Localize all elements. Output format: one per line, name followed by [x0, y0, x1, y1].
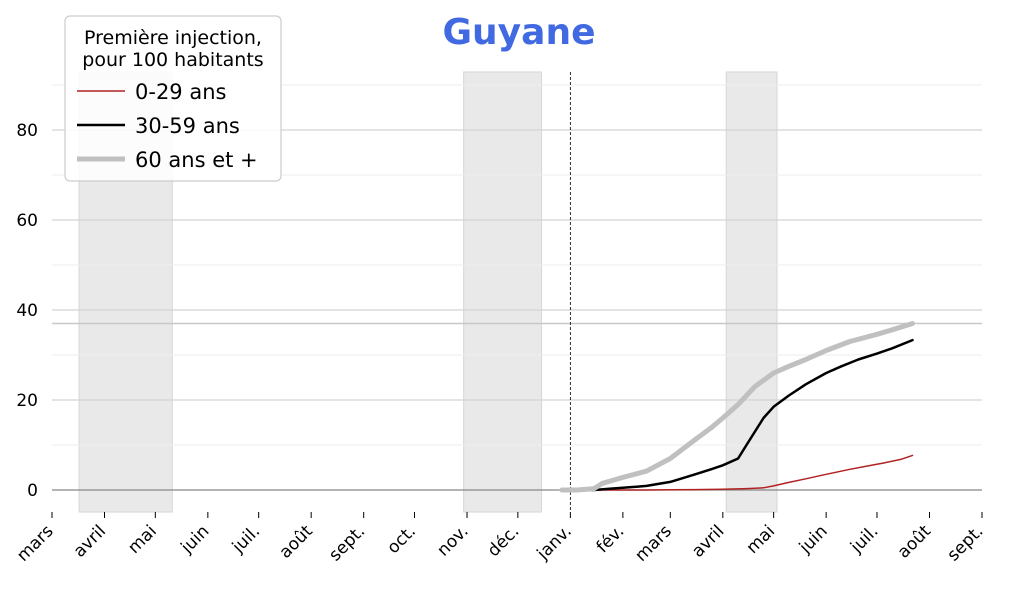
x-tick-label: fév.: [593, 521, 629, 557]
legend-frame: [64, 15, 282, 182]
y-tick-label: 40: [16, 301, 38, 321]
series-layer: [559, 321, 915, 493]
series-line-0: [561, 454, 914, 491]
x-tick-label: juil.: [846, 521, 882, 557]
series-line-1: [560, 338, 914, 492]
x-tick-label: sept.: [944, 521, 988, 565]
y-tick-label: 0: [27, 481, 38, 501]
shaded-period-2: [725, 71, 778, 513]
x-tick-label: déc.: [484, 521, 524, 561]
x-tick-label: avril: [70, 521, 110, 561]
chart-title: Guyane: [443, 12, 596, 53]
x-tick-label: sept.: [325, 521, 369, 565]
y-tick-label: 20: [16, 391, 38, 411]
x-tick-label: août: [276, 521, 317, 562]
x-tick-label: nov.: [433, 521, 472, 560]
legend-label-60-plus: 60 ans et +: [135, 148, 258, 172]
x-tick-label: mai: [124, 521, 161, 558]
x-tick-label: août: [894, 521, 935, 562]
legend-title-line-1: Première injection,: [84, 27, 262, 49]
x-tick-label: avril: [688, 521, 728, 561]
x-tick-label: mai: [743, 521, 780, 558]
series-line-2: [559, 321, 915, 493]
x-axis: mars avril mai juin juil. août sept. oct. nov. dé…: [13, 512, 988, 566]
y-axis: 0 20 40 60 80: [16, 121, 38, 501]
x-tick-label: juin: [177, 521, 214, 558]
x-tick-label: oct.: [383, 521, 420, 558]
legend-label-30-59: 30-59 ans: [135, 114, 240, 138]
x-tick-label: mars: [631, 521, 676, 566]
y-tick-label: 80: [16, 121, 38, 141]
x-tick-label: mars: [13, 521, 58, 566]
legend-title-line-2: pour 100 habitants: [82, 49, 263, 71]
x-tick-label: juil.: [228, 521, 264, 557]
x-tick-label: juin: [795, 521, 832, 558]
grid-lines: [52, 72, 982, 512]
y-tick-label: 60: [16, 211, 38, 231]
x-tick-label: janv.: [533, 521, 576, 564]
shaded-period-1: [463, 71, 543, 513]
legend-label-0-29: 0-29 ans: [135, 80, 226, 104]
legend: Première injection, pour 100 habitants 0…: [64, 15, 282, 182]
